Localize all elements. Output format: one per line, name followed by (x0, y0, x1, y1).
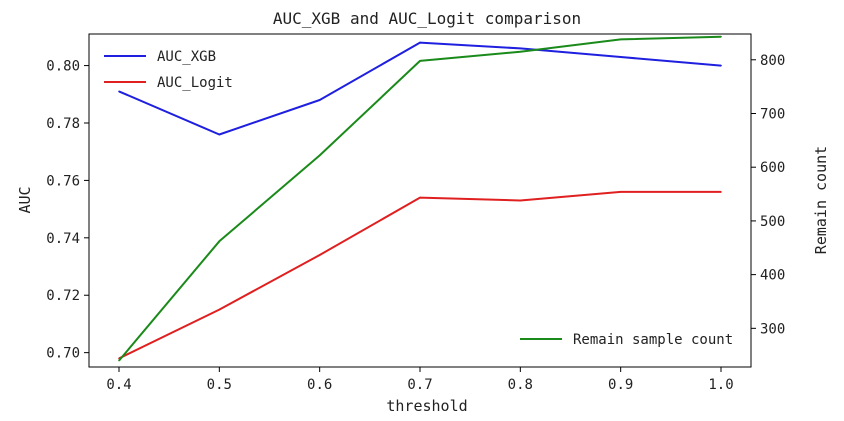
x-tick-label: 1.0 (708, 377, 733, 393)
data-point-remain-sample-count (519, 50, 522, 53)
legend-left: AUC_XGB AUC_Logit (104, 49, 233, 91)
data-point-auc-xgb (720, 64, 722, 67)
legend-label-auc-xgb: AUC_XGB (157, 49, 216, 65)
data-point-auc-xgb (519, 47, 522, 50)
left-tick-label: 0.80 (46, 59, 80, 75)
right-tick-label: 600 (760, 160, 785, 176)
right-axis-ticks: 300 400 500 600 700 800 (751, 53, 785, 337)
left-tick-label: 0.74 (46, 231, 80, 247)
data-point-auc-logit (619, 191, 622, 193)
data-point-auc-xgb (318, 99, 321, 101)
series-layer (118, 35, 722, 362)
data-point-auc-xgb (218, 133, 221, 136)
data-point-auc-logit (218, 308, 221, 311)
data-point-auc-xgb (419, 41, 421, 44)
left-axis-ticks: 0.70 0.72 0.74 0.76 0.78 0.80 (46, 59, 89, 362)
data-point-auc-logit (419, 196, 421, 199)
x-tick-label: 0.9 (608, 377, 633, 393)
x-tick-label: 0.8 (508, 377, 533, 393)
x-tick-label: 0.6 (307, 377, 332, 393)
x-tick-label: 0.5 (207, 377, 232, 393)
left-tick-label: 0.76 (46, 173, 80, 189)
data-point-auc-logit (318, 254, 321, 256)
data-point-remain-sample-count (118, 359, 120, 362)
data-point-auc-logit (519, 199, 522, 202)
right-tick-label: 500 (760, 214, 785, 230)
right-axis-label: Remain count (812, 146, 830, 254)
legend-label-remain-count: Remain sample count (573, 332, 733, 348)
data-point-auc-xgb (619, 56, 622, 58)
right-tick-label: 400 (760, 268, 785, 284)
x-tick-label: 0.4 (106, 377, 131, 393)
chart-title: AUC_XGB and AUC_Logit comparison (273, 9, 581, 28)
right-tick-label: 800 (760, 53, 785, 69)
x-tick-label: 0.7 (407, 377, 432, 393)
x-axis-ticks: 0.4 0.5 0.6 0.7 0.8 0.9 1.0 (106, 367, 734, 393)
data-point-remain-sample-count (318, 154, 321, 157)
data-point-remain-sample-count (218, 240, 221, 243)
left-tick-label: 0.78 (46, 116, 80, 132)
right-tick-label: 700 (760, 106, 785, 122)
left-axis-label: AUC (16, 186, 34, 213)
data-point-remain-sample-count (619, 38, 622, 41)
data-point-remain-sample-count (419, 60, 421, 62)
legend-right: Remain sample count (520, 332, 733, 348)
x-axis-label: threshold (386, 397, 467, 415)
data-point-remain-sample-count (720, 35, 722, 38)
data-point-auc-xgb (118, 90, 120, 93)
left-tick-label: 0.70 (46, 346, 80, 362)
right-tick-label: 300 (760, 321, 785, 337)
data-point-auc-logit (720, 191, 722, 193)
left-tick-label: 0.72 (46, 288, 80, 304)
legend-label-auc-logit: AUC_Logit (157, 75, 233, 91)
